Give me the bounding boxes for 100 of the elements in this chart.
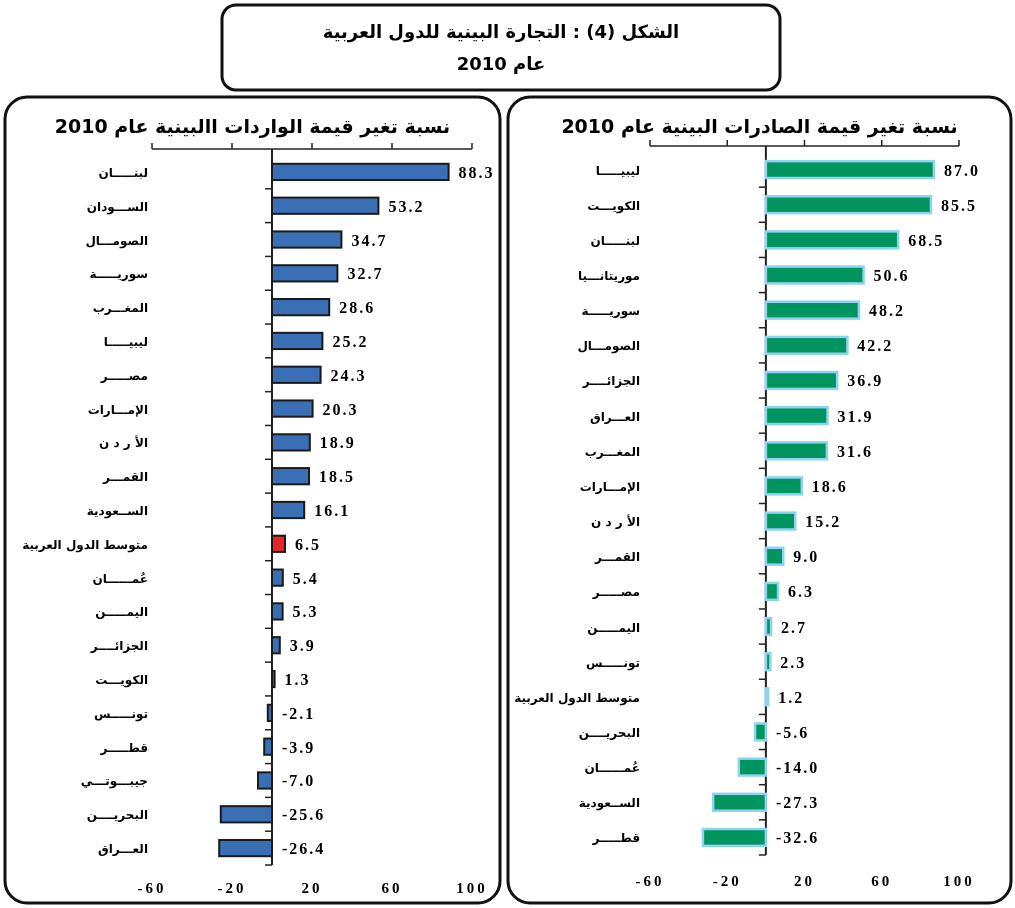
bar	[764, 441, 829, 461]
data-label: -25.6	[282, 806, 326, 824]
bar	[764, 546, 785, 566]
x-tick-label: -60	[137, 880, 167, 896]
y-tick-label: الكويـــت	[95, 673, 148, 689]
data-label: 31.9	[837, 407, 874, 425]
x-tick-label: 100	[456, 880, 488, 896]
y-tick-label: العـــراق	[589, 409, 640, 424]
y-tick-label: الجزائــــر	[581, 374, 640, 389]
x-tick-label: -20	[712, 873, 742, 889]
bar	[764, 687, 770, 707]
x-tick-label: 60	[871, 873, 893, 889]
data-label: 25.2	[332, 332, 369, 350]
y-tick-label: المغـــرب	[584, 444, 640, 459]
y-tick-label: القمـــر	[593, 550, 640, 565]
x-tick-label: 100	[943, 873, 975, 889]
y-tick-label: الكويـــت	[587, 198, 640, 214]
data-label: 88.3	[458, 163, 495, 181]
bar	[764, 511, 797, 531]
y-tick-label: متوسط الدول العربية	[514, 690, 640, 706]
bar	[764, 370, 839, 391]
data-label: 2.3	[780, 653, 807, 671]
data-label: 85.5	[941, 196, 977, 214]
y-tick-label: الصومـــال	[577, 339, 640, 355]
chart-title: نسبة تغير قيمة الصادرات البينية عام 2010	[561, 115, 958, 138]
data-label: 6.3	[788, 583, 815, 601]
y-tick-label: سوريـــــة	[581, 304, 640, 320]
bar	[764, 230, 900, 250]
y-tick-label: سوريـــــة	[89, 267, 148, 283]
data-label: 1.2	[778, 688, 805, 706]
y-tick-label: الجزائــــر	[89, 639, 148, 654]
y-tick-label: الســـودان	[86, 199, 148, 215]
y-tick-label: الأ ر د ن	[591, 514, 640, 530]
data-label: 15.2	[805, 513, 842, 531]
y-tick-label: مصـــــر	[591, 585, 640, 600]
y-tick-label: لبنـــــان	[590, 233, 640, 248]
y-tick-label: لبنـــــان	[98, 165, 148, 180]
bar	[711, 792, 768, 812]
bar	[701, 827, 768, 848]
x-tick-label: -20	[217, 880, 247, 896]
data-label: -14.0	[775, 759, 820, 777]
y-tick-label: قطـــــر	[591, 831, 640, 846]
y-tick-label: البحريــــن	[86, 808, 148, 823]
y-tick-label: تونـــــس	[585, 655, 640, 671]
data-label: -32.6	[775, 829, 820, 847]
data-label: 68.5	[908, 231, 945, 249]
x-tick-label: 20	[794, 873, 815, 889]
data-label: 50.6	[873, 267, 910, 285]
y-tick-label: اليمـــــن	[95, 605, 148, 620]
data-label: 31.6	[836, 442, 873, 460]
bar	[764, 405, 829, 426]
bar	[764, 265, 865, 285]
bar	[764, 335, 849, 356]
data-label: 28.6	[339, 299, 376, 317]
x-tick-label: 20	[301, 880, 323, 896]
data-label: 2.7	[781, 618, 808, 636]
data-label: 36.9	[847, 372, 884, 390]
data-label: 5.4	[292, 569, 319, 587]
data-label: 42.2	[857, 337, 894, 355]
data-label: -27.3	[775, 794, 820, 812]
y-tick-label: عُمــــــان	[92, 571, 148, 586]
y-tick-label: متوسط الدول العربية	[22, 537, 148, 553]
y-tick-label: ليبيـــــا	[595, 163, 640, 178]
y-tick-label: البحريــــن	[578, 725, 640, 740]
data-label: 16.1	[314, 502, 351, 519]
bar	[764, 651, 772, 672]
data-label: 24.3	[330, 366, 367, 384]
data-label: 1.3	[284, 671, 311, 689]
y-tick-label: جيبـــوتـــي	[80, 774, 148, 790]
data-label: 48.2	[868, 302, 905, 320]
data-label: 53.2	[388, 197, 425, 215]
chart-title: نسبة تغير قيمة الواردات االبينية عام 2010	[54, 115, 451, 138]
text: الشكل (4) : التجارة البينية للدول العربية عام 2010	[322, 21, 680, 74]
data-label: 20.3	[322, 400, 359, 418]
data-label: 5.3	[292, 603, 319, 621]
bar	[764, 300, 861, 320]
y-tick-label: مصـــــر	[99, 368, 148, 383]
y-tick-label: الســعودية	[578, 796, 640, 812]
y-tick-label: الصومـــال	[85, 233, 148, 249]
data-label: 18.6	[811, 477, 848, 495]
y-tick-label: القمـــر	[101, 470, 148, 485]
y-tick-label: الإمـــارات	[87, 402, 148, 417]
y-tick-label: الســعودية	[86, 504, 148, 519]
data-label: 18.5	[319, 468, 355, 486]
x-tick-label: -60	[635, 873, 665, 889]
y-tick-label: قطـــــر	[99, 740, 148, 755]
data-label: -7.0	[282, 772, 316, 790]
bar	[737, 757, 768, 777]
data-label: -26.4	[282, 840, 326, 858]
y-tick-label: تونـــــس	[93, 706, 148, 722]
data-label: 9.0	[793, 548, 820, 566]
data-label: 18.9	[319, 434, 356, 452]
bar	[764, 195, 933, 215]
data-label: 34.7	[351, 231, 388, 249]
bar	[764, 616, 773, 637]
data-label: -3.9	[282, 738, 316, 756]
y-tick-label: الإمـــارات	[579, 479, 640, 494]
bar	[764, 476, 804, 496]
y-tick-label: ليبيـــــا	[103, 334, 148, 349]
y-tick-label: الأ ر د ن	[99, 435, 148, 451]
